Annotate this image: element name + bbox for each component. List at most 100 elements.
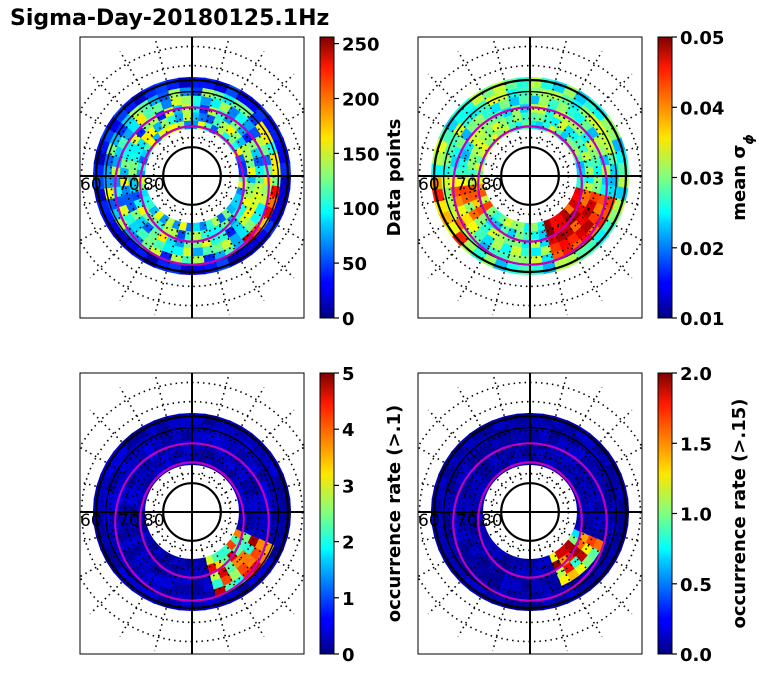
mlt-grid-line [553,535,633,615]
mlt-grid-line [553,409,633,489]
mlt-grid-line [220,192,304,242]
heatmap-cell [593,501,605,514]
heatmap-cell [528,247,542,259]
colorbar-tick-label: 5 [342,364,355,385]
colorbar-tick-label: 0 [342,645,355,666]
mlt-grid-line [199,37,231,144]
mlt-grid-line [546,386,603,484]
lat-ring-label: 80 [143,511,165,531]
mlt-grid-line [427,409,507,489]
mlt-grid-line [224,183,304,207]
mlt-grid-line [220,446,304,496]
heatmap-cell [455,510,467,523]
panel-4: 60 70 80 0.0 0.5 1.0 1.5 2.0 occurrence rate (>.… [417,364,750,666]
heatmap-cell [528,429,542,441]
mlt-grid-line [89,199,169,279]
heatmap-cell [455,501,467,514]
mlt-grid-line [558,446,642,496]
heatmap-cell [584,166,596,178]
colorbar-tick-label: 2 [342,533,355,554]
heatmap-cell [255,165,267,178]
oval-boundary-poleward [139,461,245,579]
heatmap-cell [518,93,532,105]
heatmap-cell [609,174,621,189]
mlt-grid-line [224,145,304,169]
mlt-grid-line [491,373,523,480]
colorbar-tick-label: 0.5 [680,575,712,596]
heatmap-cell [117,510,129,523]
mlt-grid-line [562,145,642,169]
colorbar-tick-label: 0.0 [680,645,712,666]
heatmap-cell [439,163,451,178]
colorbar-tick-label: 0.03 [680,169,724,190]
heatmap-cell [190,247,204,259]
panel-3: 60 70 80 0 1 2 3 4 5 occurrence rate (>.1) [79,364,405,666]
mlt-grid-line [153,37,185,144]
colorbar [319,372,335,655]
heatmap-cell [439,510,451,525]
heatmap-cell [255,501,267,514]
mlt-grid-line [418,192,502,242]
mlt-grid-line [80,481,160,505]
mlt-grid-line [491,37,523,144]
mlt-grid-line [80,519,160,543]
heatmap-cell [190,429,204,441]
heatmap-cell [117,501,129,514]
colorbar-tick-label: 150 [342,144,380,165]
mlt-grid-line [80,145,160,169]
heatmap-cell [117,165,129,178]
panel-1: 60 70 80 0 50 100 150 200 250 Data points [79,35,405,330]
figure-title: Sigma-Day-20180125.1Hz [10,6,330,31]
heatmap-cell [180,429,194,441]
mlt-grid-line [418,519,498,543]
heatmap-cell [180,583,194,595]
heatmap-cell [609,499,621,514]
heatmap-cell [190,583,204,595]
lat-ring-label: 70 [118,511,140,531]
colorbar-tick-label: 0.01 [680,309,724,330]
mlt-grid-line [418,446,502,496]
lat-ring-label: 60 [80,511,102,531]
mlt-grid-line [562,519,642,543]
colorbar-label: occurrence rate (>.15) [729,399,750,629]
heatmap-cell [271,510,283,525]
colorbar-tick-label: 100 [342,199,380,220]
mlt-grid-line [562,183,642,207]
heatmap-cell [528,93,542,105]
heatmap-cell [593,174,605,187]
heatmap-cell [126,174,138,186]
heatmap-cell [464,174,476,186]
mlt-grid-line [80,183,160,207]
heatmap-cell [455,165,467,178]
lat-ring-label: 60 [418,511,440,531]
heatmap-cell [271,499,283,514]
oval-boundary-equatorward [114,106,270,266]
colorbar-tick-label: 50 [342,254,367,275]
heatmap-cell [517,85,532,97]
mlt-grid-line [562,481,642,505]
lat-ring-label: 70 [456,175,478,195]
mlt-grid-line [215,73,295,153]
heatmap-cell [464,510,476,522]
mlt-grid-line [558,110,642,160]
lat-ring-label: 70 [456,511,478,531]
heatmap-cell [180,93,194,105]
heatmap-cell [117,174,129,187]
heatmap-cell [271,174,283,189]
colorbar-tick-label: 0.02 [680,239,724,260]
mlt-grid-line [80,528,164,578]
oval-boundary-equatorward [452,442,608,602]
oval-boundary-poleward [477,461,583,579]
oval-boundary-poleward [139,125,245,243]
mlt-grid-line [119,386,176,484]
mlt-grid-line [199,373,231,480]
mlt-grid-line [119,50,176,148]
heatmap-cell [528,583,542,595]
heatmap-cell [528,85,543,97]
mlt-grid-line [537,373,569,480]
mlt-grid-line [220,528,304,578]
colorbar-tick-label: 4 [342,420,355,441]
heatmap-cell [179,421,194,433]
colorbar-tick-label: 0 [342,309,355,330]
